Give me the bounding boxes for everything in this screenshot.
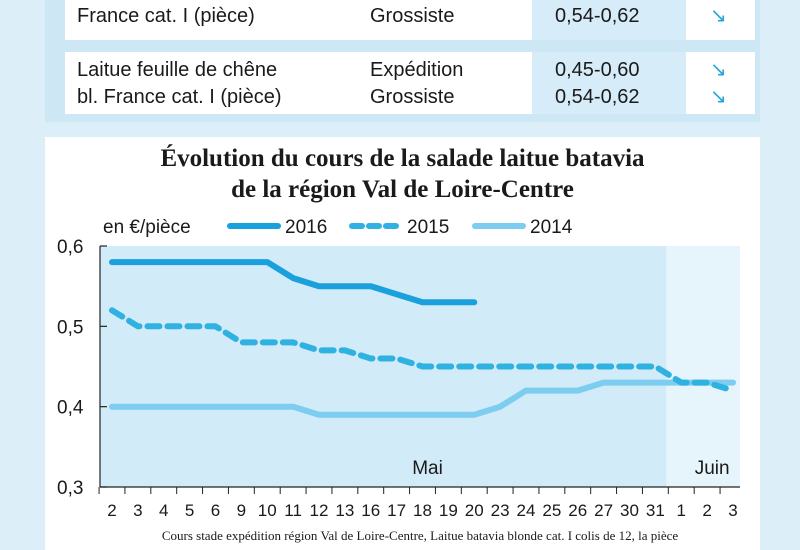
x-tick-label: 12 xyxy=(310,501,329,520)
x-tick-label: 13 xyxy=(335,501,354,520)
x-tick-label: 3 xyxy=(133,501,142,520)
x-tick-label: 6 xyxy=(211,501,220,520)
month-label: Juin xyxy=(695,458,730,479)
x-tick-label: 5 xyxy=(185,501,194,520)
trend-down-icon: ↘ xyxy=(710,0,727,4)
x-tick-label: 11 xyxy=(284,501,302,520)
series-line xyxy=(109,307,736,394)
chart-title-line: de la région Val de Loire-Centre xyxy=(231,176,574,203)
x-tick-label: 25 xyxy=(542,501,561,520)
x-tick-label: 9 xyxy=(237,501,246,520)
x-tick-label: 24 xyxy=(517,501,536,520)
trend-down-icon: ↘ xyxy=(710,5,727,27)
market-stage: Grossiste xyxy=(370,86,455,108)
legend-label: 2014 xyxy=(530,217,573,238)
x-tick-label: 2 xyxy=(107,501,116,520)
legend-label: 2016 xyxy=(285,217,327,238)
series-line xyxy=(109,379,736,418)
x-tick-label: 23 xyxy=(491,501,510,520)
x-tick-label: 27 xyxy=(594,501,613,520)
x-tick-label: 16 xyxy=(361,501,380,520)
price-range: 0,45-0,60 xyxy=(555,59,640,81)
range-column-bg xyxy=(532,52,686,114)
x-tick-label: 19 xyxy=(439,501,458,520)
x-tick-label: 31 xyxy=(646,501,665,520)
x-tick-label: 4 xyxy=(159,501,168,520)
product-name: bl. France cat. I (pièce) xyxy=(77,86,282,108)
month-band xyxy=(666,246,740,487)
price-table: France cat. I (pièce) Grossiste 0,54-0,6… xyxy=(45,0,760,122)
range-column-bg xyxy=(532,0,686,40)
price-range: 0,54-0,62 xyxy=(555,5,640,27)
chart-title: Évolution du cours de la salade laitue b… xyxy=(45,143,760,205)
y-tick-label: 0,5 xyxy=(57,317,83,338)
product-name: France cat. I (pièce) xyxy=(77,5,255,27)
x-tick-label: 1 xyxy=(677,501,686,520)
market-stage: Expédition xyxy=(370,59,464,81)
y-axis-label: en €/pièce xyxy=(103,217,191,238)
y-tick-label: 0,6 xyxy=(57,237,83,258)
x-tick-label: 26 xyxy=(568,501,587,520)
y-tick-label: 0,4 xyxy=(57,398,84,419)
trend-down-icon: ↘ xyxy=(710,59,727,81)
x-tick-label: 3 xyxy=(728,501,737,520)
x-tick-label: 10 xyxy=(258,501,277,520)
month-label: Mai xyxy=(412,458,443,479)
market-stage: Grossiste xyxy=(370,5,455,27)
chart-footnote: Cours stade expédition région Val de Loi… xyxy=(162,528,679,543)
y-tick-label: 0,3 xyxy=(57,478,83,499)
x-tick-label: 20 xyxy=(465,501,484,520)
x-tick-label: 2 xyxy=(702,501,711,520)
x-tick-label: 18 xyxy=(413,501,432,520)
x-tick-label: 17 xyxy=(387,501,406,520)
price-row: France cat. I (pièce) Grossiste 0,54-0,6… xyxy=(65,0,755,40)
price-range: 0,54-0,62 xyxy=(555,86,640,108)
price-row: Laitue feuille de chêne bl. France cat. … xyxy=(65,52,755,114)
legend-label: 2015 xyxy=(407,217,449,238)
series-line xyxy=(109,259,478,306)
product-name: Laitue feuille de chêne xyxy=(77,59,278,81)
x-tick-label: 30 xyxy=(620,501,639,520)
chart-title-line: Évolution du cours de la salade laitue b… xyxy=(160,145,645,172)
trend-down-icon: ↘ xyxy=(710,86,727,108)
